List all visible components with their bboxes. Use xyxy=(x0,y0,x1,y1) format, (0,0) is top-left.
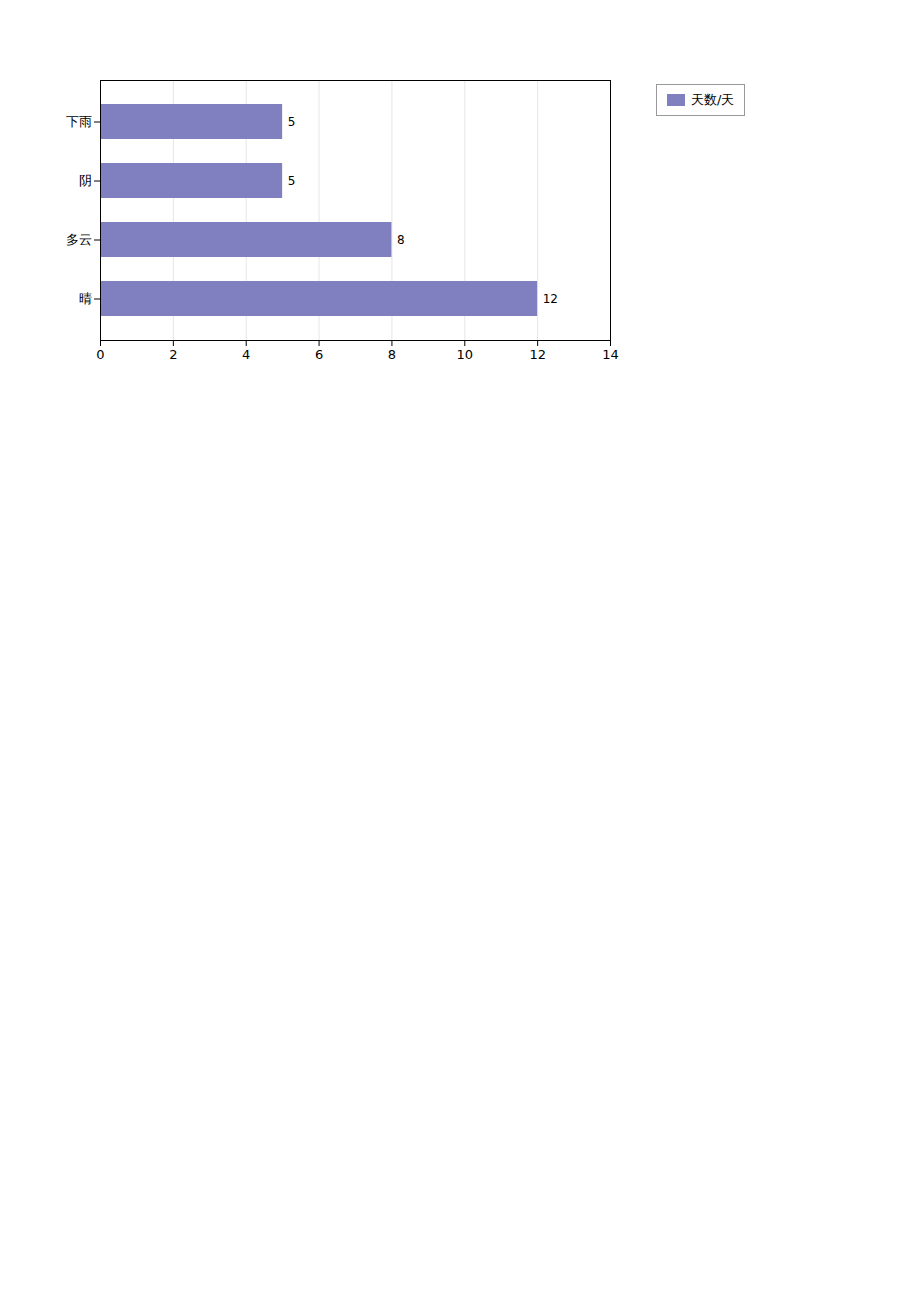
svg-text:阴: 阴 xyxy=(79,173,92,188)
svg-text:8: 8 xyxy=(388,347,396,362)
html-text:天数/天: 天数/天 xyxy=(691,92,735,107)
svg-text:晴: 晴 xyxy=(79,291,92,306)
svg-text:12: 12 xyxy=(543,292,558,306)
svg-text:10: 10 xyxy=(457,347,474,362)
svg-text:多云: 多云 xyxy=(66,232,92,247)
svg-text:12: 12 xyxy=(529,347,546,362)
svg-text:2: 2 xyxy=(169,347,177,362)
svg-text:14: 14 xyxy=(602,347,619,362)
svg-text:8: 8 xyxy=(397,233,405,247)
svg-text:0: 0 xyxy=(96,347,104,362)
svg-text:下雨: 下雨 xyxy=(66,114,92,129)
svg-text:6: 6 xyxy=(315,347,323,362)
svg-text:5: 5 xyxy=(288,174,296,188)
svg-text:4: 4 xyxy=(242,347,250,362)
svg-text:5: 5 xyxy=(288,115,296,129)
